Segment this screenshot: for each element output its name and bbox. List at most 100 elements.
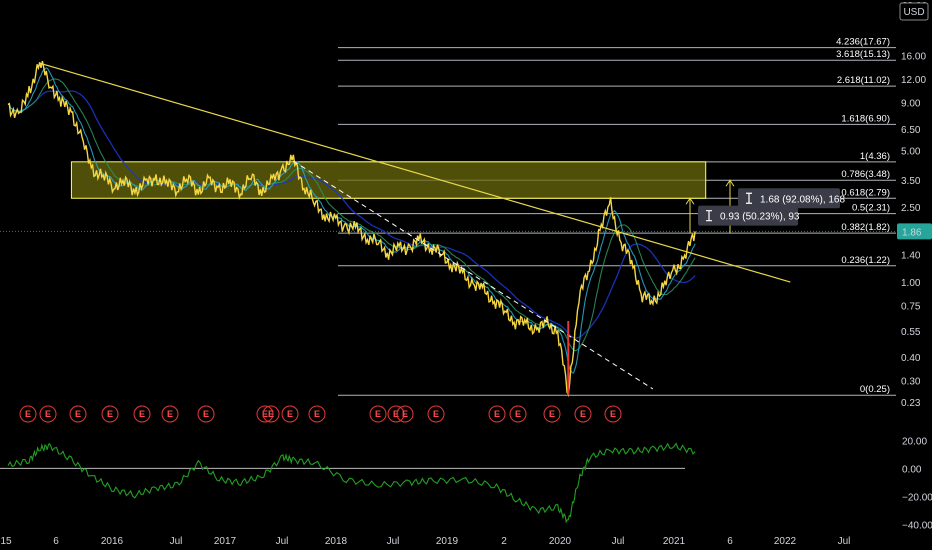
measure-label: 1.68 (92.08%), 168 bbox=[760, 194, 845, 205]
price-tick-label: 3.50 bbox=[901, 176, 921, 187]
earnings-marker-label: E bbox=[433, 409, 439, 419]
moving-averages bbox=[7, 67, 696, 374]
earnings-marker-label: E bbox=[314, 409, 320, 419]
time-tick-label: Jul bbox=[170, 536, 183, 547]
fib-level-label: 0.236(1.22) bbox=[841, 255, 890, 266]
earnings-marker-icon[interactable] bbox=[19, 405, 37, 423]
oscillator-tick-label: 0.00 bbox=[902, 464, 922, 475]
last-price-label: 1.86 bbox=[902, 227, 922, 238]
measure-label: 0.93 (50.23%), 93 bbox=[720, 212, 800, 223]
trend-lines bbox=[39, 62, 791, 396]
fib-level-label: 0.786(3.48) bbox=[841, 169, 890, 180]
earnings-marker-label: E bbox=[580, 409, 586, 419]
currency-badge[interactable] bbox=[899, 2, 929, 21]
fib-level-label: 0.382(1.82) bbox=[841, 222, 890, 233]
time-tick-label: 2019 bbox=[436, 536, 459, 547]
price-tick-label: 0.40 bbox=[901, 353, 921, 364]
price-series bbox=[7, 61, 696, 398]
earnings-marker-icon[interactable] bbox=[101, 405, 119, 423]
earnings-marker-icon[interactable] bbox=[509, 405, 527, 423]
earnings-marker-icon[interactable] bbox=[543, 405, 561, 423]
oscillator-pane: 20.00 0.00 −20.00 −40.00 bbox=[0, 436, 932, 531]
price-tick-label: 2.50 bbox=[901, 203, 921, 214]
earnings-marker-icon[interactable] bbox=[574, 405, 592, 423]
measure-icon bbox=[706, 210, 712, 222]
measure-tooltip bbox=[698, 205, 798, 226]
time-tick-label: Jul bbox=[838, 536, 851, 547]
earnings-marker-label: E bbox=[107, 409, 113, 419]
earnings-marker-label: E bbox=[25, 409, 31, 419]
price-tick-label: 0.30 bbox=[901, 376, 921, 387]
measure-arrowhead-2 bbox=[685, 197, 695, 205]
earnings-marker-icon[interactable] bbox=[604, 405, 622, 423]
earnings-marker-icon[interactable] bbox=[488, 405, 506, 423]
price-axis: 28.0016.0012.009.006.505.003.502.501.401… bbox=[897, 1, 932, 409]
time-tick-label: Jul bbox=[276, 536, 289, 547]
time-tick-label: 2021 bbox=[663, 536, 686, 547]
measure-tooltip bbox=[738, 188, 840, 209]
oscillator-line bbox=[7, 442, 696, 524]
oscillator-tick-label: −40.00 bbox=[902, 520, 932, 531]
time-tick-label: 2016 bbox=[101, 536, 124, 547]
price-tick-label: 1.40 bbox=[901, 251, 921, 262]
earnings-marker-icon[interactable] bbox=[133, 405, 151, 423]
time-tick-label: 2020 bbox=[549, 536, 572, 547]
earnings-marker-icon[interactable] bbox=[69, 405, 87, 423]
earnings-marker-icon[interactable] bbox=[308, 405, 326, 423]
fib-level-label: 0.618(2.79) bbox=[841, 187, 890, 198]
earnings-marker-icon[interactable] bbox=[396, 405, 414, 423]
earnings-marker-icon[interactable] bbox=[262, 405, 280, 423]
dashed-trendline[interactable] bbox=[293, 160, 654, 390]
earnings-marker-icon[interactable] bbox=[161, 405, 179, 423]
earnings-marker-label: E bbox=[610, 409, 616, 419]
price-tick-label: 5.00 bbox=[901, 147, 921, 158]
currency-label: USD bbox=[903, 7, 924, 18]
oscillator-tick-label: −20.00 bbox=[902, 492, 932, 503]
time-tick-label: Jul bbox=[612, 536, 625, 547]
time-tick-label: 2018 bbox=[325, 536, 348, 547]
time-tick-label: 2017 bbox=[214, 536, 237, 547]
ma-fast-line bbox=[7, 67, 696, 374]
fib-level-label: 3.618(15.13) bbox=[836, 49, 890, 60]
fib-level-label: 2.618(11.02) bbox=[837, 75, 890, 86]
earnings-marker-icon[interactable] bbox=[427, 405, 445, 423]
price-tick-label: 0.23 bbox=[901, 398, 921, 409]
earnings-marker-icon[interactable] bbox=[197, 405, 215, 423]
earnings-marker-label: E bbox=[402, 409, 408, 419]
earnings-marker-label: E bbox=[287, 409, 293, 419]
earnings-marker-icon[interactable] bbox=[39, 405, 57, 423]
earnings-marker-label: E bbox=[494, 409, 500, 419]
earnings-marker-icon[interactable] bbox=[281, 405, 299, 423]
time-tick-label: 6 bbox=[727, 536, 733, 547]
earnings-marker-label: E bbox=[262, 409, 268, 419]
earnings-marker-label: E bbox=[45, 409, 51, 419]
earnings-marker-label: E bbox=[75, 409, 81, 419]
earnings-marker-label: E bbox=[139, 409, 145, 419]
fib-level-label: 1.618(6.90) bbox=[841, 113, 890, 124]
earnings-marker-label: E bbox=[375, 409, 381, 419]
price-tick-label: 0.55 bbox=[901, 327, 921, 338]
time-tick-label: 2022 bbox=[774, 536, 797, 547]
time-axis: 15 6 2016 Jul 2017 Jul 2018 Jul 2019 2 2020 Jul 2021… bbox=[0, 536, 850, 547]
earnings-marker-icon[interactable] bbox=[256, 405, 274, 423]
price-tick-label: 1.00 bbox=[901, 278, 921, 289]
ma-mid-line bbox=[7, 78, 696, 352]
ma-slow-line bbox=[7, 90, 696, 339]
fib-level-label: 4.236(17.67) bbox=[836, 37, 890, 48]
time-tick-label: Jul bbox=[387, 536, 400, 547]
last-price-badge bbox=[897, 223, 932, 240]
descending-trendline[interactable] bbox=[39, 62, 791, 283]
price-line bbox=[7, 61, 696, 398]
price-tick-label: 0.75 bbox=[901, 302, 921, 313]
measure-arrowhead-1 bbox=[725, 179, 735, 187]
price-tick-label: 12.00 bbox=[901, 75, 926, 86]
measure-tools: 1.68 (92.08%), 168 0.93 (50.23%), 93 bbox=[685, 179, 845, 234]
fib-level-label: 0.5(2.31) bbox=[852, 203, 890, 214]
earnings-marker-label: E bbox=[549, 409, 555, 419]
measure-icon bbox=[746, 192, 752, 204]
earnings-marker-icon[interactable] bbox=[387, 405, 405, 423]
price-tick-label: 9.00 bbox=[901, 99, 921, 110]
earnings-marker-icon[interactable] bbox=[369, 405, 387, 423]
